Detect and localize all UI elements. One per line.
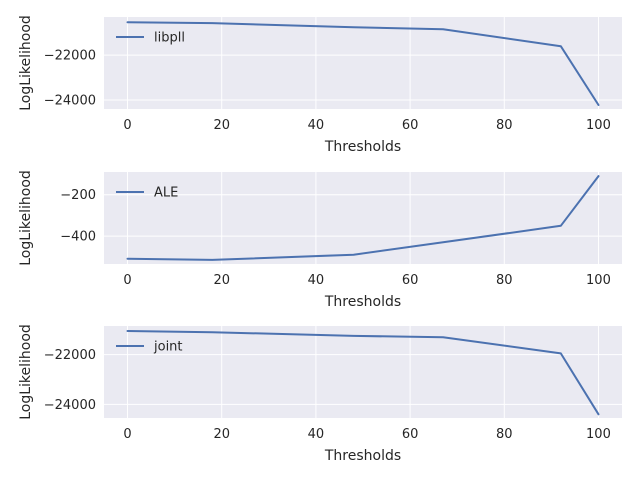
y-axis-label: LogLikelihood [18, 170, 34, 266]
x-tick-label: 20 [213, 273, 230, 288]
x-tick-label: 40 [308, 427, 325, 442]
x-tick-label: 60 [402, 427, 419, 442]
plot-area [104, 326, 622, 418]
y-tick-label: −22000 [44, 49, 96, 64]
series-line-ale [126, 175, 600, 261]
x-tick-label: 20 [213, 427, 230, 442]
x-tick-label: 80 [496, 427, 513, 442]
subplot-2: 0 20 40 60 80 100 −200 −400 Thresholds LogLikelih… [18, 170, 622, 310]
x-tick-label: 100 [586, 273, 611, 288]
x-tick-label: 0 [123, 118, 131, 133]
series-line-libpll [126, 21, 600, 106]
subplot-1: 0 20 40 60 80 100 −22000 −24000 Thresholds LogLik… [18, 15, 622, 155]
x-tick-label: 100 [586, 118, 611, 133]
x-axis-label: Thresholds [324, 139, 401, 155]
x-tick-label: 80 [496, 273, 513, 288]
x-tick-label: 100 [586, 427, 611, 442]
y-axis-label: LogLikelihood [18, 324, 34, 420]
legend-label: ALE [154, 186, 178, 201]
x-tick-label: 60 [402, 118, 419, 133]
x-tick-label: 40 [308, 118, 325, 133]
y-tick-label: −24000 [44, 398, 96, 413]
x-tick-label: 20 [213, 118, 230, 133]
plot-area [104, 17, 622, 109]
legend-label: libpll [154, 31, 185, 46]
series-line-joint [126, 330, 600, 416]
y-tick-label: −200 [60, 188, 96, 203]
x-tick-label: 40 [308, 273, 325, 288]
y-tick-label: −400 [60, 230, 96, 245]
x-tick-label: 80 [496, 118, 513, 133]
subplot-3: 0 20 40 60 80 100 −22000 −24000 Thresholds LogLik… [18, 324, 622, 464]
y-tick-label: −24000 [44, 94, 96, 109]
x-axis-label: Thresholds [324, 294, 401, 310]
y-tick-label: −22000 [44, 348, 96, 363]
x-tick-label: 60 [402, 273, 419, 288]
plot-area [104, 172, 622, 264]
x-axis-label: Thresholds [324, 448, 401, 464]
y-axis-label: LogLikelihood [18, 15, 34, 111]
legend-label: joint [153, 340, 183, 355]
x-tick-label: 0 [123, 427, 131, 442]
x-tick-label: 0 [123, 273, 131, 288]
